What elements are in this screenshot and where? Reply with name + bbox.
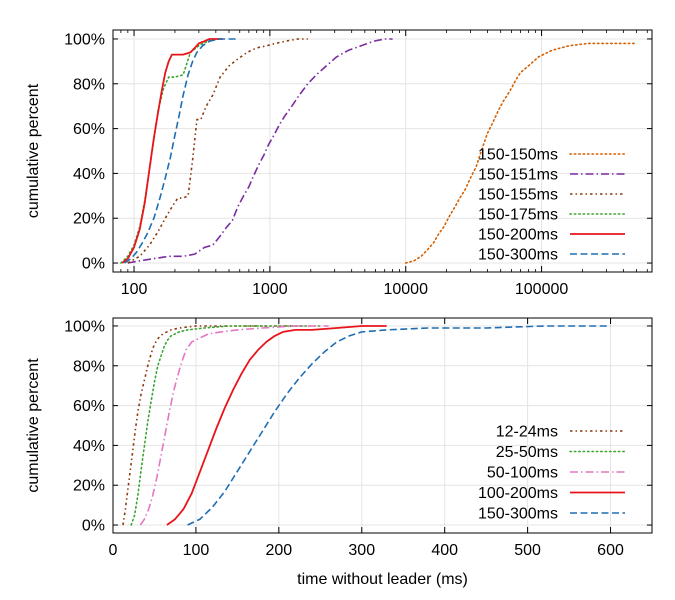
series-line-150-300ms xyxy=(124,38,238,264)
x-tick-label: 1000 xyxy=(252,281,288,298)
legend-label: 100-200ms xyxy=(478,485,558,502)
y-tick-label: 0% xyxy=(82,518,105,535)
x-tick-label: 0 xyxy=(109,542,118,559)
legend-label: 150-300ms xyxy=(478,247,558,264)
y-tick-label: 80% xyxy=(73,358,105,375)
chart-panel-1: 0% 20% 40% 60% 80% 100% 100 1000 10000 100000 cumu… xyxy=(25,29,653,298)
series-line-50-100ms xyxy=(139,325,329,526)
legend-label: 12-24ms xyxy=(496,424,558,441)
y-tick-label: 0% xyxy=(82,256,105,273)
plot-frame xyxy=(112,29,653,273)
x-tick-label: 200 xyxy=(265,542,292,559)
plot-frame xyxy=(112,317,653,534)
x-tick-label: 500 xyxy=(514,542,541,559)
y-tick-label: 60% xyxy=(73,398,105,415)
series-line-150-150ms xyxy=(404,42,638,264)
x-tick-label: 600 xyxy=(597,542,624,559)
x-tick-label: 100 xyxy=(183,542,210,559)
x-tick-label: 10000 xyxy=(383,281,428,298)
y-axis-label: cumulative percent xyxy=(25,83,42,218)
x-tick-label: 400 xyxy=(431,542,458,559)
y-tick-label: 20% xyxy=(73,211,105,228)
legend: 150-150ms 150-151ms 150-155ms 150-175ms 150-… xyxy=(478,147,626,264)
y-tick-label: 60% xyxy=(73,121,105,138)
series-line-150-151ms xyxy=(127,38,393,264)
y-tick-label: 80% xyxy=(73,76,105,93)
legend-label: 150-200ms xyxy=(478,227,558,244)
y-tick-label: 40% xyxy=(73,166,105,183)
y-tick-label: 20% xyxy=(73,478,105,495)
series-line-150-175ms xyxy=(120,38,220,264)
legend-label: 150-155ms xyxy=(478,187,558,204)
minor-ticks xyxy=(112,30,648,272)
x-axis-label: time without leader (ms) xyxy=(297,571,468,588)
y-tick-label: 40% xyxy=(73,438,105,455)
series-line-150-300ms xyxy=(187,325,611,526)
series-line-150-200ms xyxy=(121,38,223,264)
series-line-100-200ms xyxy=(166,325,387,526)
y-tick-label: 100% xyxy=(64,318,105,335)
legend-label: 150-300ms xyxy=(478,506,558,523)
series-line-150-155ms xyxy=(127,38,308,264)
gridlines xyxy=(112,318,652,533)
x-tick-label: 100000 xyxy=(515,281,568,298)
legend-label: 25-50ms xyxy=(496,444,558,461)
chart-panel-2: 0% 20% 40% 60% 80% 100% 0 100 200 300 400 500 600 cum… xyxy=(25,317,653,588)
x-tick-label: 300 xyxy=(348,542,375,559)
y-axis-label: cumulative percent xyxy=(25,358,42,493)
y-tick-label: 100% xyxy=(64,31,105,48)
series-line-25-50ms xyxy=(130,325,322,526)
x-tick-label: 100 xyxy=(121,281,148,298)
legend-label: 150-150ms xyxy=(478,147,558,164)
legend-label: 50-100ms xyxy=(487,465,558,482)
legend: 12-24ms 25-50ms 50-100ms 100-200ms 150-300ms xyxy=(478,424,626,523)
gridlines xyxy=(113,30,652,272)
legend-label: 150-175ms xyxy=(478,207,558,224)
series-line-12-24ms xyxy=(122,325,304,526)
legend-label: 150-151ms xyxy=(478,167,558,184)
